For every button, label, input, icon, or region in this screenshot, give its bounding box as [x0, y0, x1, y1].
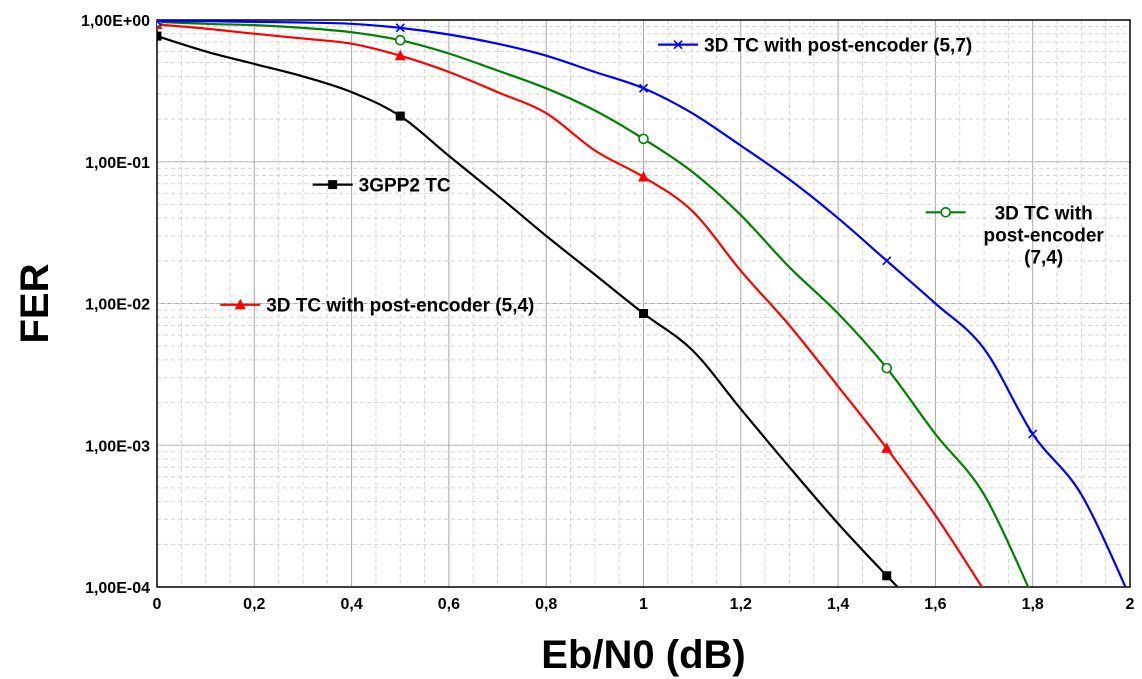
marker-x: [395, 23, 405, 33]
marker-x: [157, 20, 162, 26]
marker-square: [882, 571, 892, 581]
marker-x: [1028, 429, 1038, 439]
series-annotation: 3D TC with post-encoder (5,4): [220, 296, 534, 317]
marker-circle: [394, 34, 406, 46]
annotation-text: 3GPP2 TC: [359, 176, 451, 197]
marker-square: [328, 180, 338, 190]
series-annotation: 3GPP2 TC: [312, 176, 451, 197]
x-tick-label: 1,4: [827, 596, 849, 613]
y-axis-title: FER: [13, 263, 57, 343]
marker-x: [882, 256, 892, 266]
series-line: [157, 20, 1127, 587]
marker-circle: [940, 206, 951, 218]
x-tick-label: 0,6: [438, 596, 460, 613]
series-3: [157, 20, 1127, 587]
y-tick-label: 1,00E-04: [85, 580, 150, 597]
series-layer: [157, 20, 1127, 587]
annotation-text: 3D TC with post-encoder (5,7): [704, 36, 972, 57]
x-tick-label: 2: [1126, 596, 1135, 613]
marker-x: [673, 40, 683, 50]
annotation-text: 3D TC with: [995, 203, 1093, 224]
y-tick-label: 1,00E+00: [81, 13, 150, 30]
series-0: [157, 31, 900, 587]
x-tick-label: 1,6: [924, 596, 946, 613]
marker-x: [638, 83, 649, 93]
marker-circle: [881, 362, 893, 374]
series-line: [157, 35, 900, 587]
tick-labels: 0 0,2 0,4 0,6 0,8 1 1,2 1,4 1,6 1,8 2 1,00E+00 1,00E…: [81, 13, 1135, 613]
marker-triangle: [394, 49, 406, 61]
marker-square: [157, 31, 162, 41]
annotation-text: (7,4): [1024, 247, 1063, 268]
x-tick-label: 0,2: [243, 596, 265, 613]
annotation-text: 3D TC with post-encoder (5,4): [266, 296, 534, 317]
series-annotation: 3D TC with post-encoder (5,7): [658, 36, 972, 57]
x-tick-label: 0,4: [340, 596, 362, 613]
marker-circle: [638, 133, 649, 145]
x-tick-label: 1,8: [1022, 596, 1044, 613]
x-axis-title: Eb/N0 (dB): [541, 633, 745, 677]
x-tick-label: 0: [153, 596, 162, 613]
marker-square: [395, 111, 405, 121]
x-tick-label: 0,8: [535, 596, 557, 613]
y-tick-label: 1,00E-03: [85, 438, 150, 455]
series-line: [157, 23, 984, 587]
y-tick-label: 1,00E-02: [85, 297, 150, 314]
y-tick-label: 1,00E-01: [85, 155, 150, 172]
plot-area-frame: [156, 19, 1131, 588]
marker-triangle: [638, 171, 649, 182]
marker-triangle: [881, 442, 893, 453]
annotation-text: post-encoder: [983, 225, 1104, 246]
x-tick-label: 1: [639, 596, 648, 613]
marker-triangle: [234, 298, 246, 310]
series-line: [157, 20, 1030, 587]
series-annotations: 3D TC with post-encoder (5,7) 3GPP2 TC 3D …: [220, 36, 1104, 317]
marker-square: [639, 309, 648, 319]
x-tick-label: 1,2: [730, 596, 752, 613]
